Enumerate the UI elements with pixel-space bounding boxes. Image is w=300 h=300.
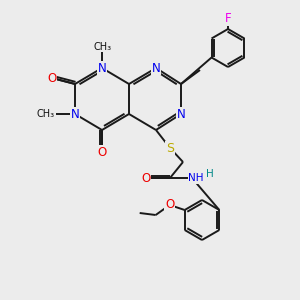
Text: O: O <box>141 172 151 184</box>
Text: NH: NH <box>188 173 204 183</box>
Text: H: H <box>206 169 214 179</box>
Text: N: N <box>98 61 106 74</box>
Text: S: S <box>166 142 174 154</box>
Text: O: O <box>98 146 106 158</box>
Text: CH₃: CH₃ <box>37 109 55 119</box>
Text: F: F <box>225 13 231 26</box>
Text: O: O <box>47 71 57 85</box>
Text: N: N <box>70 107 80 121</box>
Text: O: O <box>165 199 174 212</box>
Text: CH₃: CH₃ <box>94 42 112 52</box>
Text: N: N <box>152 61 160 74</box>
Text: N: N <box>177 107 185 121</box>
